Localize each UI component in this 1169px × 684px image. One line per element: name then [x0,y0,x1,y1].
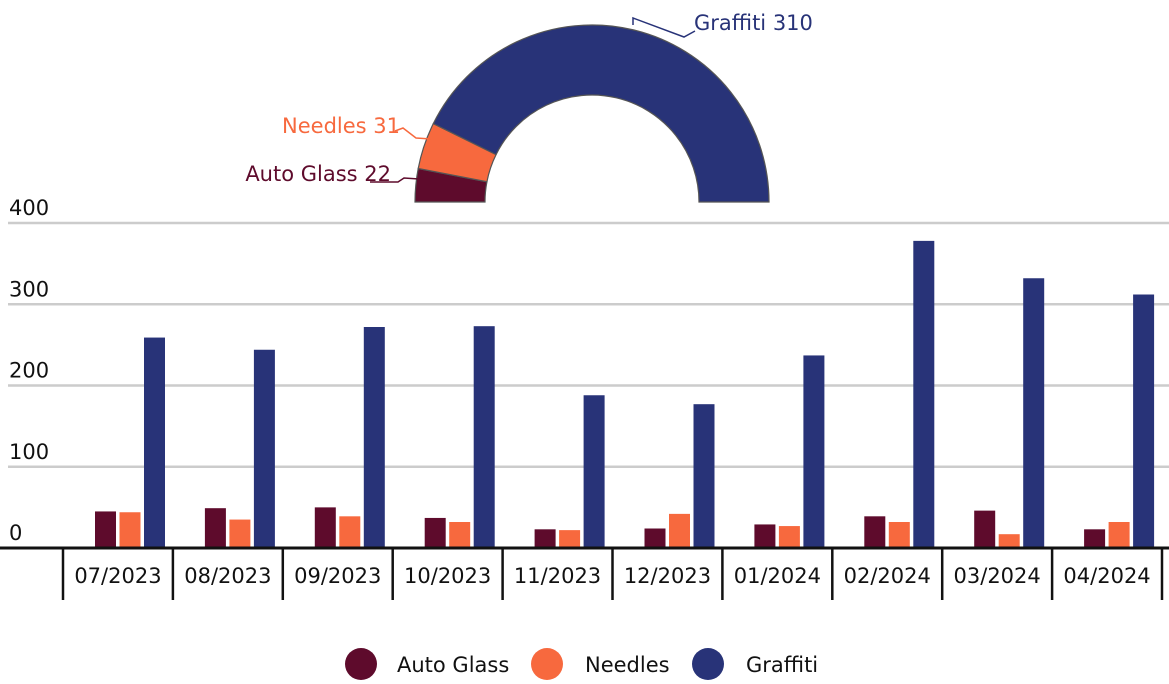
legend: Auto Glass Needles Graffiti [345,648,818,680]
bar-graffiti-02-2024 [913,240,935,548]
y-tick-label-300: 300 [9,277,49,301]
bar-auto-glass-01-2024 [754,524,776,548]
bar-needles-04-2024 [1108,522,1130,548]
leader-line-graffiti [632,16,696,38]
bar-needles-08-2023 [229,519,251,548]
bar-needles-11-2023 [559,530,581,548]
bar-graffiti-09-2023 [363,327,385,548]
legend-marker-graffiti [692,648,724,680]
bar-auto-glass-03-2024 [974,510,996,548]
bar-graffiti-10-2023 [473,326,495,548]
y-tick-label-200: 200 [9,359,49,383]
bar-needles-12-2023 [669,513,690,548]
x-tick-label-04-2024: 04/2024 [1063,564,1150,588]
x-tick-label-01-2024: 01/2024 [734,564,821,588]
x-tick-label-12-2023: 12/2023 [624,564,711,588]
bar-auto-glass-07-2023 [95,511,116,548]
y-gridlines: 0 100 200 300 400 [8,196,1169,545]
x-tick-label-10-2023: 10/2023 [404,564,491,588]
x-tick-label-07-2023: 07/2023 [74,564,161,588]
x-tick-label-08-2023: 08/2023 [184,564,271,588]
x-tick-label-11-2023: 11/2023 [514,564,601,588]
donut-slice-graffiti [432,24,770,203]
bar-graffiti-01-2024 [803,355,825,548]
leader-line-needles [394,127,432,140]
bar-graffiti-12-2023 [693,404,715,548]
donut-label-graffiti: Graffiti 310 [694,11,813,35]
bar-needles-01-2024 [778,526,800,548]
legend-label-needles: Needles [585,653,670,677]
y-tick-label-0: 0 [9,521,22,545]
bar-auto-glass-04-2024 [1084,529,1106,548]
bar-graffiti-11-2023 [583,395,605,548]
x-axis: 07/2023 08/2023 09/2023 10/2023 11/2023 12/20… [0,546,1169,600]
x-tick-label-02-2024: 02/2024 [844,564,931,588]
bar-needles-03-2024 [998,534,1020,548]
donut-label-needles: Needles 31 [282,114,400,138]
bar-auto-glass-08-2023 [204,508,226,548]
leader-line-auto-glass [370,177,420,183]
half-donut-chart: Auto Glass 22 Needles 31 Graffiti 310 [245,11,813,203]
bar-graffiti-03-2024 [1023,278,1045,548]
bar-auto-glass-12-2023 [644,528,666,548]
bar-needles-09-2023 [339,516,361,548]
legend-marker-needles [531,648,563,680]
legend-marker-auto-glass [345,648,377,680]
bar-auto-glass-02-2024 [864,516,886,548]
bar-auto-glass-10-2023 [424,517,446,548]
bar-graffiti-08-2023 [253,349,275,548]
y-tick-label-100: 100 [9,440,49,464]
donut-label-auto-glass: Auto Glass 22 [245,162,391,186]
bar-needles-02-2024 [888,522,910,548]
bar-graffiti-07-2023 [144,337,165,548]
legend-label-graffiti: Graffiti [746,653,818,677]
bar-needles-07-2023 [119,512,141,548]
bar-needles-10-2023 [449,522,471,548]
bar-series [95,240,1155,548]
bar-auto-glass-09-2023 [314,507,336,548]
bar-auto-glass-11-2023 [534,529,556,548]
x-tick-label-09-2023: 09/2023 [294,564,381,588]
y-tick-label-400: 400 [9,196,49,220]
bar-graffiti-04-2024 [1133,294,1155,548]
x-tick-label-03-2024: 03/2024 [954,564,1041,588]
legend-label-auto-glass: Auto Glass [397,653,509,677]
